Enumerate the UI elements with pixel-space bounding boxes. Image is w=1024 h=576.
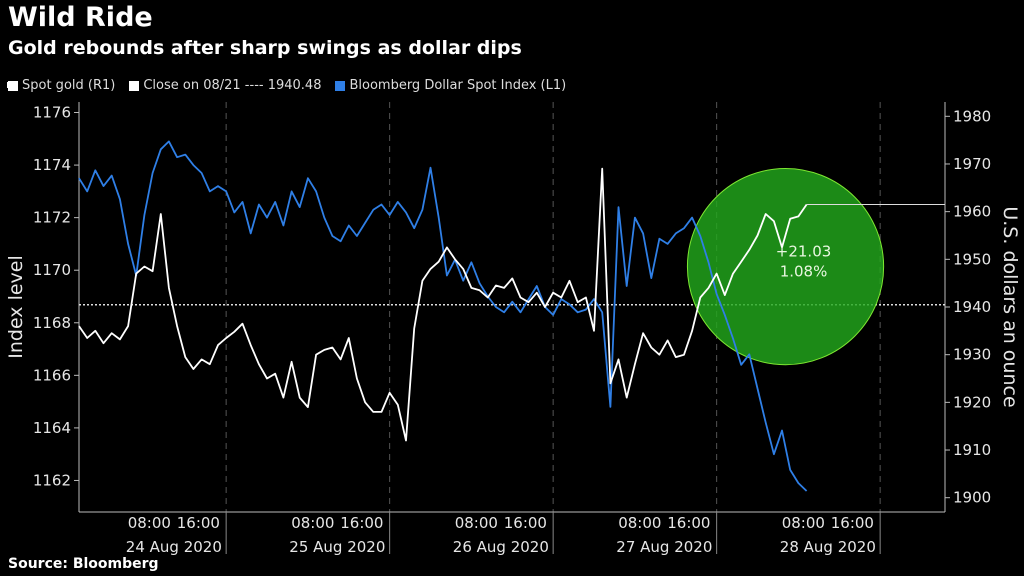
legend-label-close: Close on 08/21 ---- 1940.48 — [143, 78, 322, 93]
y-right-tick-label: 1970 — [953, 155, 991, 173]
y-left-tick-label: 1170 — [33, 261, 71, 279]
legend-swatch-spot-gold — [8, 80, 18, 91]
y-left-tick-label: 1162 — [33, 471, 71, 489]
legend-swatch-close — [129, 80, 140, 91]
y-left-tick-label: 1166 — [33, 366, 71, 384]
highlight-circle — [686, 168, 885, 366]
y-right-tick-label: 1920 — [953, 393, 991, 411]
x-day-label: 26 Aug 2020 — [453, 538, 549, 556]
y-right-tick-label: 1940 — [953, 298, 991, 316]
y-axis-left-label: Index level — [5, 255, 27, 359]
y-right-tick-label: 1980 — [953, 107, 991, 125]
y-left-tick-label: 1176 — [33, 104, 71, 122]
x-time-label: 16:00 — [340, 514, 383, 532]
grid-layer — [225, 102, 881, 512]
y-right-tick-label: 1910 — [953, 441, 991, 459]
legend-item-close: Close on 08/21 ---- 1940.48 — [129, 78, 321, 93]
legend: Spot gold (R1) Close on 08/21 ---- 1940.… — [8, 78, 566, 93]
y-right-tick-label: 1950 — [953, 250, 991, 268]
legend-label-dollar-index: Bloomberg Dollar Spot Index (L1) — [349, 78, 567, 93]
x-time-label: 16:00 — [831, 514, 874, 532]
x-day-label: 25 Aug 2020 — [289, 538, 385, 556]
annotation-percent: 1.08% — [780, 263, 828, 281]
x-time-label: 08:00 — [618, 514, 661, 532]
x-time-label: 16:00 — [177, 514, 220, 532]
y-left-tick-label: 1164 — [33, 419, 71, 437]
x-time-label: 08:00 — [128, 514, 171, 532]
x-time-label: 08:00 — [782, 514, 825, 532]
legend-item-dollar-index: Bloomberg Dollar Spot Index (L1) — [335, 78, 566, 93]
x-day-label: 24 Aug 2020 — [126, 538, 222, 556]
legend-item-spot-gold: Spot gold (R1) — [8, 78, 115, 93]
y-left-tick-label: 1172 — [33, 209, 71, 227]
x-time-label: 16:00 — [504, 514, 547, 532]
series-line-dollar-index — [78, 140, 808, 492]
y-axis-right-label: U.S. dollars an ounce — [999, 206, 1021, 407]
y-right-tick-label: 1930 — [953, 346, 991, 364]
axis-left: 1162 1164 1166 1168 1170 1172 1174 1176 — [33, 104, 79, 489]
legend-swatch-dollar-index — [335, 80, 346, 91]
source-note: Source: Bloomberg — [8, 556, 159, 572]
y-left-tick-label: 1174 — [33, 156, 71, 174]
x-day-label: 27 Aug 2020 — [616, 538, 712, 556]
y-left-tick-label: 1168 — [33, 314, 71, 332]
annotation-change: +21.03 — [776, 243, 832, 261]
x-day-label: 28 Aug 2020 — [780, 538, 876, 556]
x-time-label: 16:00 — [667, 514, 710, 532]
x-time-label: 08:00 — [455, 514, 498, 532]
axis-right: 1900 1910 1920 1930 1940 1950 1960 1970 1980 — [945, 107, 991, 507]
chart-title: Wild Ride — [8, 2, 153, 33]
y-right-tick-label: 1960 — [953, 203, 991, 221]
y-right-tick-label: 1900 — [953, 489, 991, 507]
series-line-spot-gold — [78, 167, 808, 442]
x-time-label: 08:00 — [291, 514, 334, 532]
legend-label-spot-gold: Spot gold (R1) — [22, 78, 116, 93]
chart-subtitle: Gold rebounds after sharp swings as doll… — [8, 37, 522, 59]
axis-x: 08:00 16:00 24 Aug 2020 08:00 16:00 25 Aug 20… — [126, 512, 881, 556]
